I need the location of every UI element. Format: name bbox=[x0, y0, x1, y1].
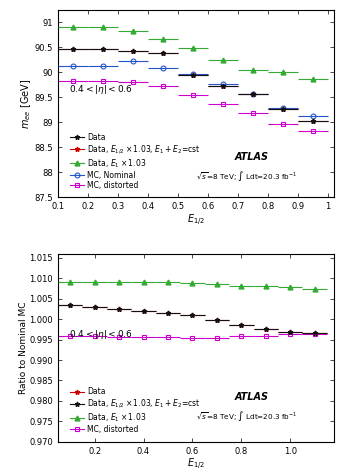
Text: $\sqrt{s}$=8 TeV; $\int$ Ldt=20.3 fb$^{-1}$: $\sqrt{s}$=8 TeV; $\int$ Ldt=20.3 fb$^{-… bbox=[196, 409, 298, 423]
Legend: Data, Data, $E_{1/2}\times$1.03, $E_1+E_2$=cst, Data, $E_1\times$1.03, MC, disto: Data, Data, $E_{1/2}\times$1.03, $E_1+E_… bbox=[70, 388, 200, 434]
Y-axis label: $m_{ee}$ [GeV]: $m_{ee}$ [GeV] bbox=[19, 78, 33, 129]
Text: ATLAS: ATLAS bbox=[235, 392, 269, 402]
X-axis label: $E_{1/2}$: $E_{1/2}$ bbox=[187, 457, 205, 472]
Y-axis label: Ratio to Nominal MC: Ratio to Nominal MC bbox=[19, 302, 28, 394]
Text: ATLAS: ATLAS bbox=[235, 152, 269, 162]
Text: $\sqrt{s}$=8 TeV; $\int$ Ldt=20.3 fb$^{-1}$: $\sqrt{s}$=8 TeV; $\int$ Ldt=20.3 fb$^{-… bbox=[196, 169, 298, 183]
Text: $0.4<|\eta|<0.6$: $0.4<|\eta|<0.6$ bbox=[69, 83, 133, 96]
X-axis label: $E_{1/2}$: $E_{1/2}$ bbox=[187, 213, 205, 228]
Text: $0.4<|\eta|<0.6$: $0.4<|\eta|<0.6$ bbox=[69, 327, 133, 341]
Legend: Data, Data, $E_{1/2}\times$1.03, $E_1+E_2$=cst, Data, $E_1\times$1.03, MC, Nomin: Data, Data, $E_{1/2}\times$1.03, $E_1+E_… bbox=[70, 133, 200, 190]
